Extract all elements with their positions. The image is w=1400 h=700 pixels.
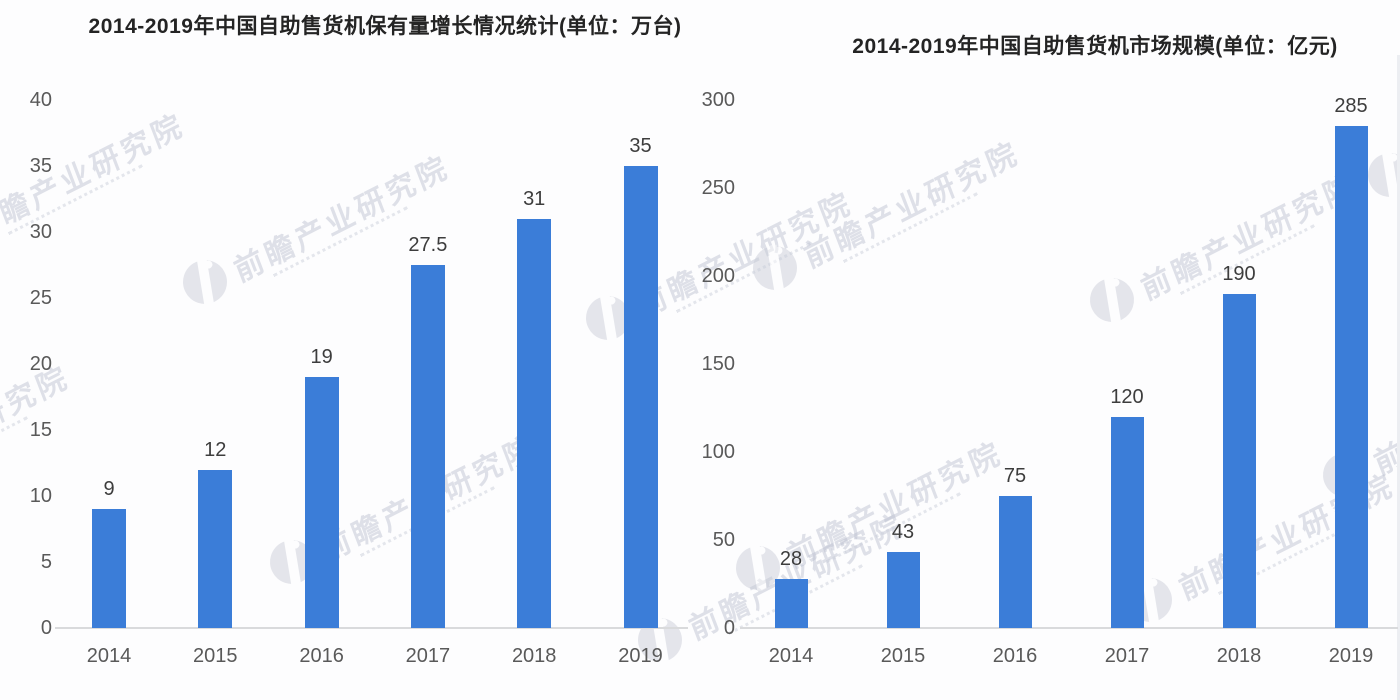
- y-tick-label: 35: [29, 155, 52, 177]
- bar: [623, 166, 658, 628]
- bar-value-label: 285: [1334, 95, 1368, 118]
- bar-value-label: 27.5: [408, 234, 448, 256]
- bar-value-label: 75: [1003, 465, 1027, 487]
- bar: [198, 469, 233, 628]
- x-tick-label: 2015: [880, 645, 926, 667]
- bar-value-label: 9: [103, 478, 115, 501]
- x-tick-label: 2015: [193, 645, 238, 667]
- bar: [774, 578, 808, 628]
- y-tick-label: 20: [29, 353, 52, 375]
- bar: [304, 377, 339, 628]
- x-tick-label: 2019: [618, 645, 663, 667]
- y-tick-label: 0: [40, 617, 52, 639]
- bar-value-label: 28: [779, 547, 803, 570]
- x-tick-label: 2016: [299, 645, 344, 667]
- chart-title-holdings: 2014-2019年中国自助售货机保有量增长情况统计(单位：万台): [88, 15, 682, 38]
- chart-title-market-size: 2014-2019年中国自助售货机市场规模(单位：亿元): [852, 35, 1338, 58]
- bar-value-label: 12: [204, 438, 227, 461]
- bar: [1222, 293, 1256, 628]
- x-axis-line: [55, 627, 688, 629]
- x-tick-label: 2018: [1216, 645, 1262, 667]
- y-tick-label: 300: [701, 89, 735, 111]
- y-tick-label: 15: [29, 419, 52, 441]
- bar-value-label: 31: [523, 187, 546, 210]
- x-tick-label: 2016: [992, 645, 1038, 667]
- bar: [92, 509, 126, 628]
- y-tick-label: 100: [701, 441, 735, 463]
- bar-value-label: 35: [629, 135, 652, 157]
- bar-value-label: 19: [310, 346, 333, 369]
- y-tick-label: 0: [723, 617, 735, 639]
- page-right-edge-shade: [1397, 55, 1400, 700]
- x-tick-label: 2017: [405, 645, 451, 667]
- y-tick-label: 5: [40, 551, 52, 573]
- x-axis-line: [740, 627, 1398, 629]
- x-tick-label: 2018: [511, 645, 557, 667]
- y-tick-label: 250: [701, 177, 735, 199]
- y-tick-label: 200: [701, 265, 735, 287]
- y-tick-label: 30: [29, 221, 52, 243]
- bar-value-label: 43: [891, 521, 915, 544]
- bar-value-label: 120: [1110, 385, 1144, 408]
- x-tick-label: 2014: [86, 645, 132, 667]
- bar-value-label: 190: [1222, 262, 1256, 285]
- bar: [998, 496, 1032, 628]
- x-tick-label: 2019: [1328, 645, 1374, 667]
- y-tick-label: 150: [701, 353, 735, 375]
- bar: [517, 218, 552, 628]
- y-tick-label: 10: [29, 485, 52, 507]
- y-tick-label: 25: [29, 287, 52, 309]
- bar: [1110, 416, 1144, 628]
- y-tick-label: 40: [29, 89, 52, 111]
- x-tick-label: 2017: [1104, 645, 1150, 667]
- bar: [886, 552, 920, 628]
- bar: [410, 265, 445, 628]
- y-tick-label: 50: [712, 529, 735, 551]
- bar: [1334, 126, 1368, 628]
- x-tick-label: 2014: [768, 645, 814, 667]
